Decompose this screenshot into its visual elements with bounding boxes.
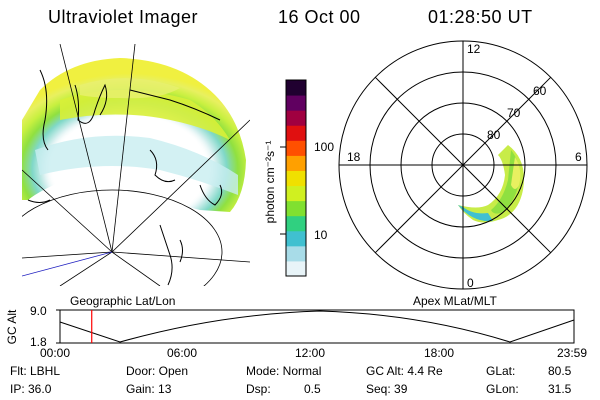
alt-ymin: 1.8 <box>30 335 47 349</box>
colorbar-swatches <box>286 80 306 277</box>
time-tick-1200: 12:00 <box>295 346 326 360</box>
colorbar-swatch <box>286 110 306 126</box>
coastlines <box>27 69 223 286</box>
instrument-title: Ultraviolet Imager <box>48 7 199 27</box>
altitude-strip <box>56 309 575 344</box>
colorbar-tick-100: 100 <box>314 140 335 154</box>
time-tick-1800: 18:00 <box>424 346 455 360</box>
dsp-label: Dsp: <box>246 382 271 396</box>
colorbar-swatch <box>286 230 306 247</box>
polar-caption: Apex MLat/MLT <box>413 294 497 308</box>
time-tick-0600: 06:00 <box>167 346 198 360</box>
gain-info: Gain: 13 <box>126 382 172 396</box>
glon-value: 31.5 <box>548 382 572 396</box>
mlat-70: 70 <box>507 106 521 120</box>
mlt-12: 12 <box>467 42 481 56</box>
colorbar-swatch <box>286 155 306 171</box>
colorbar-swatch <box>286 245 306 262</box>
glon-label: GLon: <box>486 382 519 396</box>
geo-grid <box>22 44 250 286</box>
colorbar-unit-label: photon cm⁻²s⁻¹ <box>263 140 277 224</box>
ip-info: IP: 36.0 <box>10 382 52 396</box>
colorbar <box>280 79 307 277</box>
polar-plot: 12 18 6 0 60 70 80 <box>338 40 588 290</box>
time-label: 01:28:50 UT <box>428 7 533 27</box>
door-info: Door: Open <box>126 364 189 378</box>
mlat-80: 80 <box>487 128 501 142</box>
glat-label: GLat: <box>486 364 516 378</box>
gc-alt-info: GC Alt: 4.4 Re <box>366 364 443 378</box>
polar-grid <box>338 40 588 290</box>
dsp-value: 0.5 <box>304 382 321 396</box>
colorbar-swatch <box>286 140 306 156</box>
mlat-60: 60 <box>533 84 547 98</box>
time-tick-0000: 00:00 <box>40 346 71 360</box>
time-tick-2359: 23:59 <box>557 346 588 360</box>
altitude-curve <box>59 310 575 343</box>
mlt-0: 0 <box>467 276 474 290</box>
date-label: 16 Oct 00 <box>278 7 361 27</box>
glat-value: 80.5 <box>548 364 572 378</box>
colorbar-swatch <box>286 260 306 277</box>
alt-ymax: 9.0 <box>30 304 47 318</box>
colorbar-swatch <box>286 125 306 141</box>
seq-info: Seq: 39 <box>366 382 408 396</box>
geo-image <box>22 44 250 286</box>
mode-info: Mode: Normal <box>246 364 322 378</box>
colorbar-swatch <box>286 95 306 111</box>
flt-info: Flt: LBHL <box>10 364 61 378</box>
mlt-18: 18 <box>347 150 361 164</box>
colorbar-swatch <box>286 185 306 202</box>
colorbar-swatch <box>286 170 306 187</box>
mlt-6: 6 <box>575 150 582 164</box>
colorbar-tick-10: 10 <box>314 228 328 242</box>
colorbar-swatch <box>286 200 306 217</box>
geo-caption: Geographic Lat/Lon <box>70 294 176 308</box>
colorbar-swatch <box>286 80 306 96</box>
alt-axis-label: GC Alt <box>5 309 19 345</box>
colorbar-swatch <box>286 215 306 232</box>
